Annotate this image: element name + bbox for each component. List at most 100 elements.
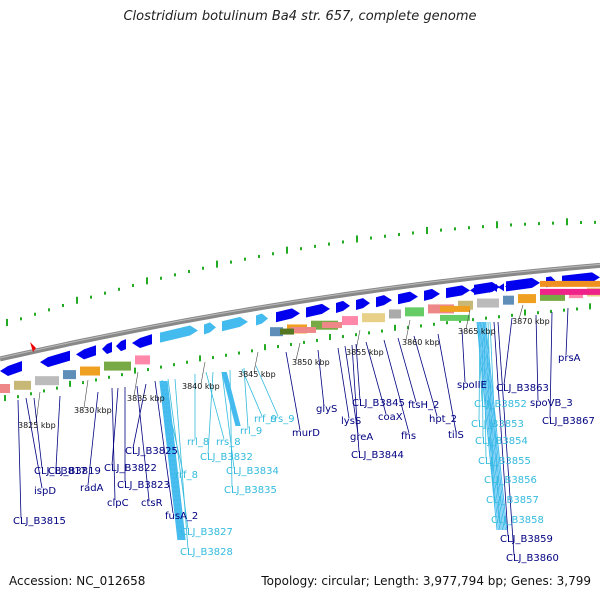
cog-category-block <box>518 294 536 304</box>
gene-label-connector <box>221 371 235 469</box>
gene-label-connector <box>174 378 189 550</box>
scale-marker-connector <box>133 371 139 397</box>
cog-category-block <box>389 309 401 319</box>
gene-label: CLJ_B3815 <box>13 516 66 527</box>
gene-label-connector <box>493 321 509 537</box>
rrna-connector-bundle <box>480 321 502 531</box>
gene-label-connector <box>535 314 539 401</box>
gene-label-connector <box>55 395 61 469</box>
outer-minor-tick <box>230 260 232 264</box>
gene-arrow <box>376 295 392 308</box>
cog-category-block <box>0 384 10 393</box>
outer-minor-tick <box>524 222 526 226</box>
scale-marker-connector <box>405 319 411 341</box>
scale-marker-label: 3835 kbp <box>127 394 165 403</box>
gene-arrow <box>506 277 540 292</box>
inner-minor-tick <box>472 318 474 322</box>
rrna-operon-block <box>290 326 316 333</box>
gene-label-connector <box>437 333 457 433</box>
inner-minor-tick <box>108 375 110 379</box>
gene-label: clpC <box>107 498 129 509</box>
inner-minor-tick <box>56 386 58 390</box>
outer-major-tick <box>146 277 148 285</box>
gene-label: CLJ_B3852 <box>474 399 527 410</box>
scale-marker-label: 3840 kbp <box>182 382 220 391</box>
outer-minor-tick <box>160 276 162 280</box>
gene-label-connector <box>355 343 361 401</box>
gene-label: glyS <box>316 404 338 415</box>
outer-minor-tick <box>202 266 204 270</box>
map-title: Clostridium botulinum Ba4 str. 657, comp… <box>123 9 477 24</box>
gene-label: CLJ_B3827 <box>180 527 233 538</box>
inner-minor-tick <box>537 311 539 315</box>
inner-minor-tick <box>173 363 175 367</box>
rrna-connector-bundle <box>163 380 183 541</box>
inner-minor-tick <box>30 392 32 396</box>
gene-label-connector <box>111 387 119 466</box>
gene-label: CLJ_B3855 <box>478 456 531 467</box>
inner-minor-tick <box>563 308 565 312</box>
outer-major-tick <box>566 218 568 226</box>
gene-label-connector <box>351 344 360 453</box>
gene-label: spoVB_3 <box>530 398 573 409</box>
gene-label-connector <box>317 349 325 407</box>
rrna-operon-block <box>440 314 470 321</box>
gene-label-connector <box>503 317 513 386</box>
gene-label: CLJ_B3856 <box>484 475 537 486</box>
gene-label: tilS <box>448 430 464 441</box>
inner-major-tick <box>134 367 136 374</box>
gene-label: fhs <box>401 431 417 442</box>
rrna-connector-bundle <box>223 371 239 427</box>
outer-minor-tick <box>132 283 134 287</box>
scale-marker-label: 3855 kbp <box>346 348 384 357</box>
small-gene-arrow <box>484 284 490 293</box>
cog-category-block <box>477 298 499 308</box>
genome-backbone-highlight <box>0 263 600 359</box>
gene-label: coaX <box>378 412 403 423</box>
rrna-operon-block <box>322 322 342 329</box>
scale-marker-connector <box>253 351 259 373</box>
gene-label-connector <box>136 385 150 501</box>
cog-category-block <box>342 316 358 326</box>
gene-label-connector <box>461 329 466 383</box>
inner-minor-tick <box>95 378 97 382</box>
gene-label-connector <box>33 397 43 469</box>
outer-minor-tick <box>370 236 372 240</box>
inner-minor-tick <box>511 313 513 317</box>
outer-minor-tick <box>328 242 330 246</box>
gene-arrow <box>256 313 268 326</box>
strand-strip <box>540 280 600 287</box>
genome-summary-text: Topology: circular; Length: 3,977,794 bp… <box>261 574 591 588</box>
gene-arrow <box>132 334 152 348</box>
inner-minor-tick <box>121 373 123 377</box>
strand-strip <box>540 288 600 295</box>
scale-marker-label: 3825 kbp <box>18 421 56 430</box>
rrna-connector-bundle <box>164 380 184 541</box>
inner-minor-tick <box>316 338 318 342</box>
gene-label-connector <box>565 307 569 356</box>
cog-category-block <box>362 313 385 323</box>
outer-minor-tick <box>482 225 484 229</box>
gene-label-connector <box>344 345 359 435</box>
gene-label-connector <box>255 365 279 417</box>
inner-minor-tick <box>186 360 188 364</box>
cog-category-block <box>503 295 514 305</box>
gene-arrow <box>276 308 300 323</box>
inner-minor-tick <box>576 307 578 311</box>
outer-minor-tick <box>48 308 50 312</box>
outer-minor-tick <box>20 317 22 321</box>
outer-minor-tick <box>174 273 176 277</box>
rrna-connector-bundle <box>221 371 237 427</box>
gene-label-connector <box>383 339 410 434</box>
scale-marker-label: 3865 kbp <box>458 327 496 336</box>
genome-backbone <box>0 262 600 362</box>
outer-minor-tick <box>398 233 400 237</box>
gene-arrow <box>204 322 216 335</box>
gene-label: ftsH_2 <box>408 400 440 411</box>
gene-label: CLJ_B3832 <box>200 452 253 463</box>
outer-minor-tick <box>272 252 274 256</box>
outer-major-tick <box>426 226 428 234</box>
outer-minor-tick <box>468 226 470 230</box>
scale-marker-label: 3845 kbp <box>238 370 276 379</box>
gene-label: CLJ_B3819 <box>48 466 101 477</box>
